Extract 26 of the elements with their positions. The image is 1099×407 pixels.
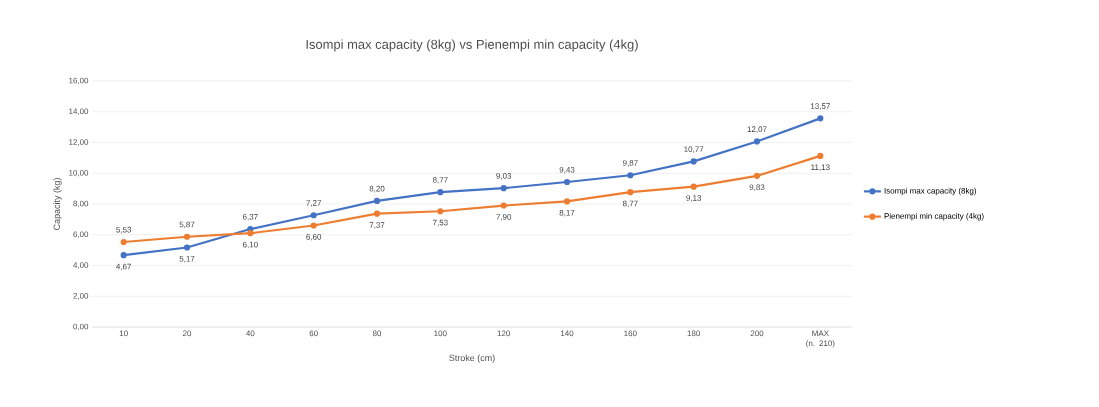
- point: [120, 252, 127, 259]
- point: [500, 202, 507, 209]
- point: [310, 212, 317, 219]
- chart-title: Isompi max capacity (8kg) vs Pienempi min capacity (4kg): [306, 39, 638, 52]
- point: [690, 183, 697, 190]
- point: [817, 152, 824, 159]
- point: [627, 189, 634, 196]
- point: [690, 158, 697, 165]
- point: [563, 178, 571, 186]
- point: [437, 208, 444, 215]
- point: [627, 172, 634, 179]
- point: [183, 244, 191, 251]
- x-axis-title: Stroke (cm): [449, 354, 495, 363]
- point: [753, 138, 761, 145]
- point: [120, 238, 127, 246]
- point: [563, 198, 571, 205]
- point: [310, 222, 317, 229]
- point: [817, 115, 824, 122]
- point: [373, 210, 381, 217]
- point: [500, 185, 507, 192]
- point: [247, 230, 254, 237]
- point: [753, 172, 761, 179]
- point: [183, 233, 191, 240]
- y-axis-title: Capacity (kg): [53, 178, 62, 230]
- point: [373, 197, 381, 205]
- point: [437, 189, 444, 196]
